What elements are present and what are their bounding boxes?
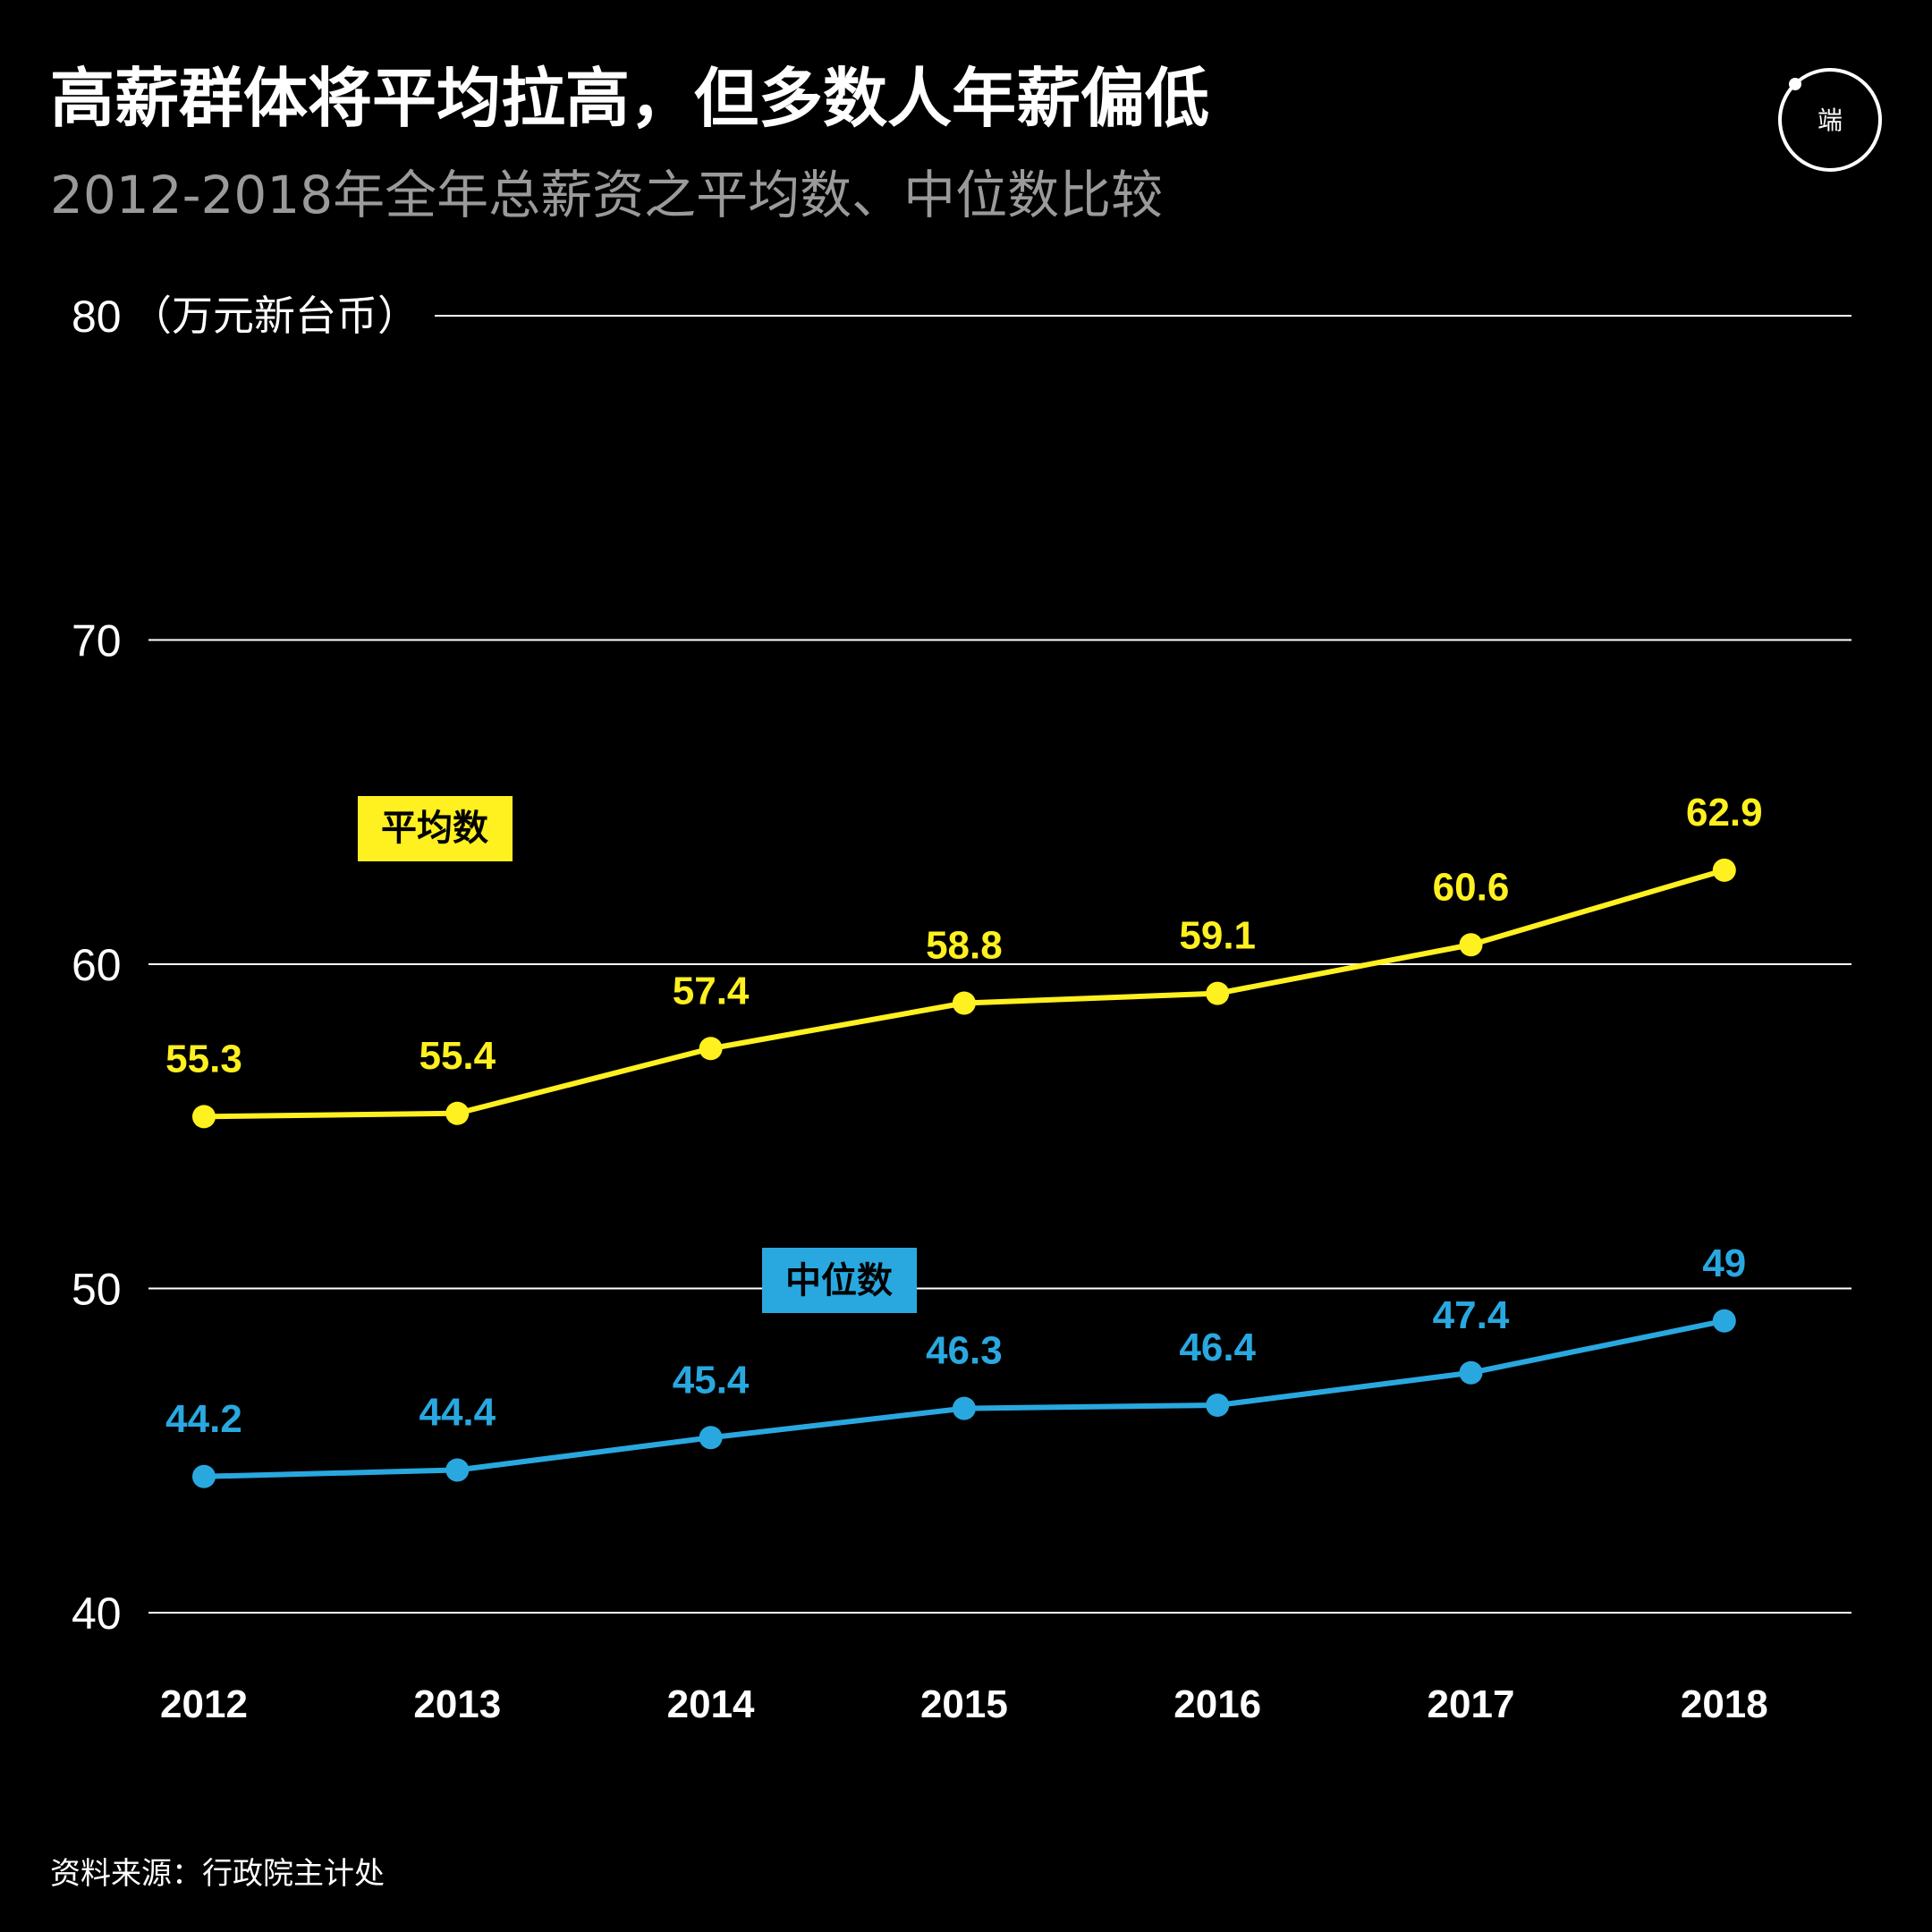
data-point bbox=[952, 1396, 976, 1420]
x-tick-label: 2015 bbox=[920, 1682, 1008, 1726]
data-label: 60.6 bbox=[1433, 865, 1510, 909]
y-tick-label: 60 bbox=[72, 940, 122, 990]
legend-mean-swatch bbox=[358, 796, 513, 861]
x-tick-label: 2016 bbox=[1174, 1682, 1261, 1726]
data-point bbox=[192, 1105, 216, 1129]
legend-mean: 平均数 bbox=[358, 796, 513, 861]
logo-dot-icon bbox=[1789, 78, 1801, 90]
data-label: 46.3 bbox=[926, 1329, 1003, 1373]
data-label: 55.4 bbox=[419, 1034, 496, 1078]
data-label: 46.4 bbox=[1179, 1326, 1256, 1369]
data-point bbox=[1459, 1360, 1483, 1385]
x-axis: 2012 2013 2014 2015 2016 2017 2018 bbox=[160, 1682, 1768, 1726]
x-tick-label: 2017 bbox=[1428, 1682, 1515, 1726]
data-label: 58.8 bbox=[926, 924, 1003, 968]
gridlines bbox=[148, 315, 1852, 1614]
logo-text: 端 bbox=[1818, 106, 1843, 135]
y-axis-unit: （万元新台币） bbox=[131, 292, 419, 340]
data-point bbox=[699, 1426, 723, 1450]
data-label: 44.2 bbox=[165, 1397, 242, 1441]
chart-title: 高薪群体将平均拉高，但多数人年薪偏低 bbox=[50, 61, 1209, 136]
data-label: 55.3 bbox=[165, 1037, 242, 1080]
data-point bbox=[445, 1101, 470, 1125]
data-point bbox=[952, 991, 976, 1015]
chart-subtitle: 2012-2018年全年总薪资之平均数、中位数比较 bbox=[50, 165, 1163, 225]
data-point bbox=[445, 1458, 470, 1482]
y-tick-label: 80 bbox=[72, 292, 122, 342]
data-label: 49 bbox=[1702, 1241, 1746, 1285]
x-tick-label: 2012 bbox=[160, 1682, 248, 1726]
data-label: 59.1 bbox=[1179, 914, 1256, 958]
legend-mean-label: 平均数 bbox=[381, 808, 488, 849]
data-point bbox=[1206, 981, 1230, 1005]
logo-circle-icon bbox=[1778, 68, 1882, 172]
data-point bbox=[1206, 1394, 1230, 1417]
y-tick-label: 70 bbox=[72, 616, 122, 666]
legend-median-swatch bbox=[762, 1248, 917, 1313]
data-label: 47.4 bbox=[1433, 1293, 1510, 1337]
y-tick-label: 40 bbox=[72, 1589, 122, 1639]
series-median: 44.2 44.4 45.4 46.3 46.4 47.4 49 bbox=[165, 1241, 1746, 1488]
data-point bbox=[1712, 858, 1736, 882]
legend-median-label: 中位数 bbox=[785, 1260, 893, 1301]
data-label: 44.4 bbox=[419, 1391, 496, 1435]
y-tick-label: 50 bbox=[72, 1265, 122, 1315]
x-tick-label: 2014 bbox=[667, 1682, 755, 1726]
data-label: 45.4 bbox=[673, 1358, 750, 1402]
source-note: 资料来源：行政院主计处 bbox=[50, 1856, 385, 1892]
legend-median: 中位数 bbox=[762, 1248, 917, 1313]
data-label: 62.9 bbox=[1686, 791, 1763, 835]
data-point bbox=[699, 1037, 723, 1061]
series: 55.3 55.4 57.4 58.8 59.1 60.6 62.9 44.2 44.4 45.4… bbox=[165, 791, 1763, 1488]
data-point bbox=[192, 1464, 216, 1488]
x-tick-label: 2013 bbox=[413, 1682, 501, 1726]
data-point bbox=[1712, 1309, 1736, 1333]
y-axis: 40 50 60 70 80 bbox=[72, 292, 122, 1639]
logo: 端 bbox=[1778, 68, 1882, 172]
series-mean: 55.3 55.4 57.4 58.8 59.1 60.6 62.9 bbox=[165, 791, 1763, 1129]
data-label: 57.4 bbox=[673, 969, 750, 1013]
x-tick-label: 2018 bbox=[1681, 1682, 1768, 1726]
data-point bbox=[1459, 933, 1483, 957]
